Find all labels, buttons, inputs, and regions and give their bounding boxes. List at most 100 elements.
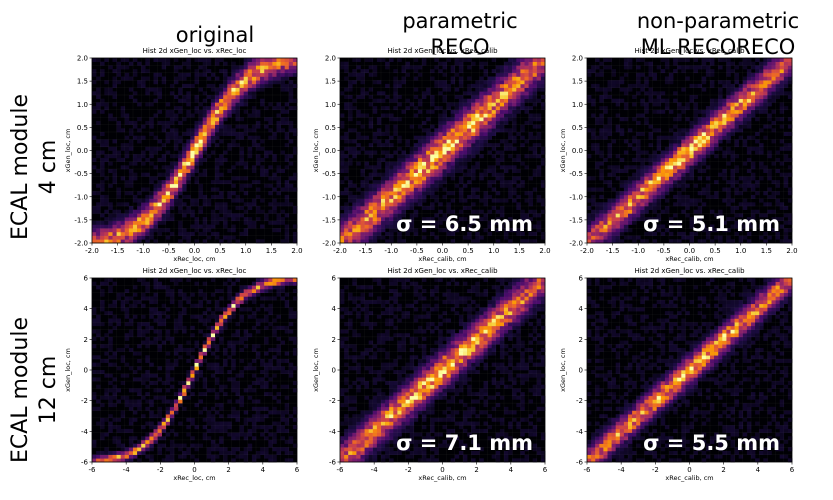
heatmap-cell xyxy=(256,206,261,210)
heatmap-cell xyxy=(223,87,228,92)
heatmap-cell xyxy=(669,150,674,155)
heatmap-cell xyxy=(730,239,735,244)
heatmap-cell xyxy=(454,102,460,107)
heatmap-cell xyxy=(280,202,285,207)
heatmap-cell xyxy=(178,403,183,408)
heatmap-cell xyxy=(227,128,232,133)
heatmap-cell xyxy=(623,220,629,225)
heatmap-cell xyxy=(348,213,353,218)
heatmap-cell xyxy=(223,206,228,210)
heatmap-cell xyxy=(128,436,134,441)
heatmap-cell xyxy=(397,83,402,88)
heatmap-cell xyxy=(112,436,117,441)
heatmap-cell xyxy=(186,194,191,199)
heatmap-cell xyxy=(524,217,529,222)
heatmap-cell xyxy=(450,146,456,151)
heatmap-cell xyxy=(128,128,134,133)
heatmap-cell xyxy=(219,109,224,114)
heatmap-cell xyxy=(524,65,529,70)
heatmap-cell xyxy=(120,443,126,448)
heatmap-cell xyxy=(516,169,521,173)
heatmap-cell xyxy=(483,98,488,103)
heatmap-cell xyxy=(417,194,423,199)
heatmap-cell xyxy=(767,80,772,85)
heatmap-cell xyxy=(344,176,349,181)
heatmap-cell xyxy=(652,176,657,181)
heatmap-cell xyxy=(133,172,138,177)
heatmap-cell xyxy=(92,206,97,210)
heatmap-cell xyxy=(239,157,244,162)
heatmap-cell xyxy=(194,377,199,382)
heatmap-cell xyxy=(714,128,719,133)
heatmap-cell xyxy=(524,87,529,92)
heatmap-cell xyxy=(524,154,529,159)
heatmap-cell xyxy=(483,95,488,99)
heatmap-cell xyxy=(611,72,616,77)
heatmap-cell xyxy=(219,157,224,162)
heatmap-cell xyxy=(397,169,402,173)
heatmap-cell xyxy=(401,198,406,203)
heatmap-cell xyxy=(755,102,760,107)
heatmap-cell xyxy=(153,439,158,444)
heatmap-cell xyxy=(219,202,224,207)
heatmap-cell xyxy=(215,392,220,397)
heatmap-cell xyxy=(124,150,130,155)
heatmap-cell xyxy=(710,117,715,122)
heatmap-cell xyxy=(389,172,394,177)
heatmap-cell xyxy=(182,381,187,386)
heatmap-cell xyxy=(368,231,374,236)
heatmap-cell xyxy=(165,202,171,207)
heatmap-cell xyxy=(783,58,789,62)
heatmap-cell xyxy=(372,65,378,70)
heatmap-cell xyxy=(182,157,187,162)
heatmap-cell xyxy=(393,124,398,129)
heatmap-cell xyxy=(219,69,224,74)
heatmap-cell xyxy=(364,235,369,240)
heatmap-cell xyxy=(92,228,97,233)
heatmap-cell xyxy=(376,191,382,196)
heatmap-cell xyxy=(751,172,756,177)
heatmap-cell xyxy=(648,69,653,74)
heatmap-cell xyxy=(467,117,472,122)
heatmap-cell xyxy=(693,150,698,155)
heatmap-cell xyxy=(483,139,488,144)
heatmap-cell xyxy=(673,194,678,199)
heatmap-cell xyxy=(153,414,158,419)
heatmap-cell xyxy=(689,95,694,99)
heatmap-cell xyxy=(137,220,142,225)
heatmap-cell xyxy=(787,117,793,122)
heatmap-cell xyxy=(656,183,662,188)
heatmap-cell xyxy=(487,150,492,155)
heatmap-cell xyxy=(112,139,117,144)
heatmap-cell xyxy=(681,154,686,159)
heatmap-cell xyxy=(174,139,179,144)
heatmap-cell xyxy=(475,120,480,125)
heatmap-cell xyxy=(499,72,505,77)
heatmap-cell xyxy=(664,191,670,196)
heatmap-cell xyxy=(260,169,265,173)
heatmap-cell xyxy=(116,436,121,441)
heatmap-cell xyxy=(96,235,101,240)
heatmap-cell xyxy=(194,109,199,114)
heatmap-cell xyxy=(169,187,175,192)
heatmap-cell xyxy=(178,172,183,177)
heatmap-cell xyxy=(161,143,167,148)
heatmap-cell xyxy=(409,169,415,173)
heatmap-cell xyxy=(454,132,460,136)
heatmap-cell xyxy=(636,165,641,170)
heatmap-cell xyxy=(96,183,101,188)
heatmap-cell xyxy=(693,183,698,188)
heatmap-cell xyxy=(360,206,365,210)
heatmap-cell xyxy=(210,428,216,433)
heatmap-cell xyxy=(356,58,361,62)
heatmap-cell xyxy=(491,58,497,62)
heatmap-cell xyxy=(504,65,509,70)
heatmap-cell xyxy=(759,109,764,114)
heatmap-cell xyxy=(640,113,645,118)
heatmap-cell xyxy=(677,65,682,70)
heatmap-cell xyxy=(161,443,167,448)
heatmap-cell xyxy=(755,76,760,81)
heatmap-cell xyxy=(718,80,723,85)
heatmap-cell xyxy=(483,128,488,133)
heatmap-cell xyxy=(714,143,719,148)
